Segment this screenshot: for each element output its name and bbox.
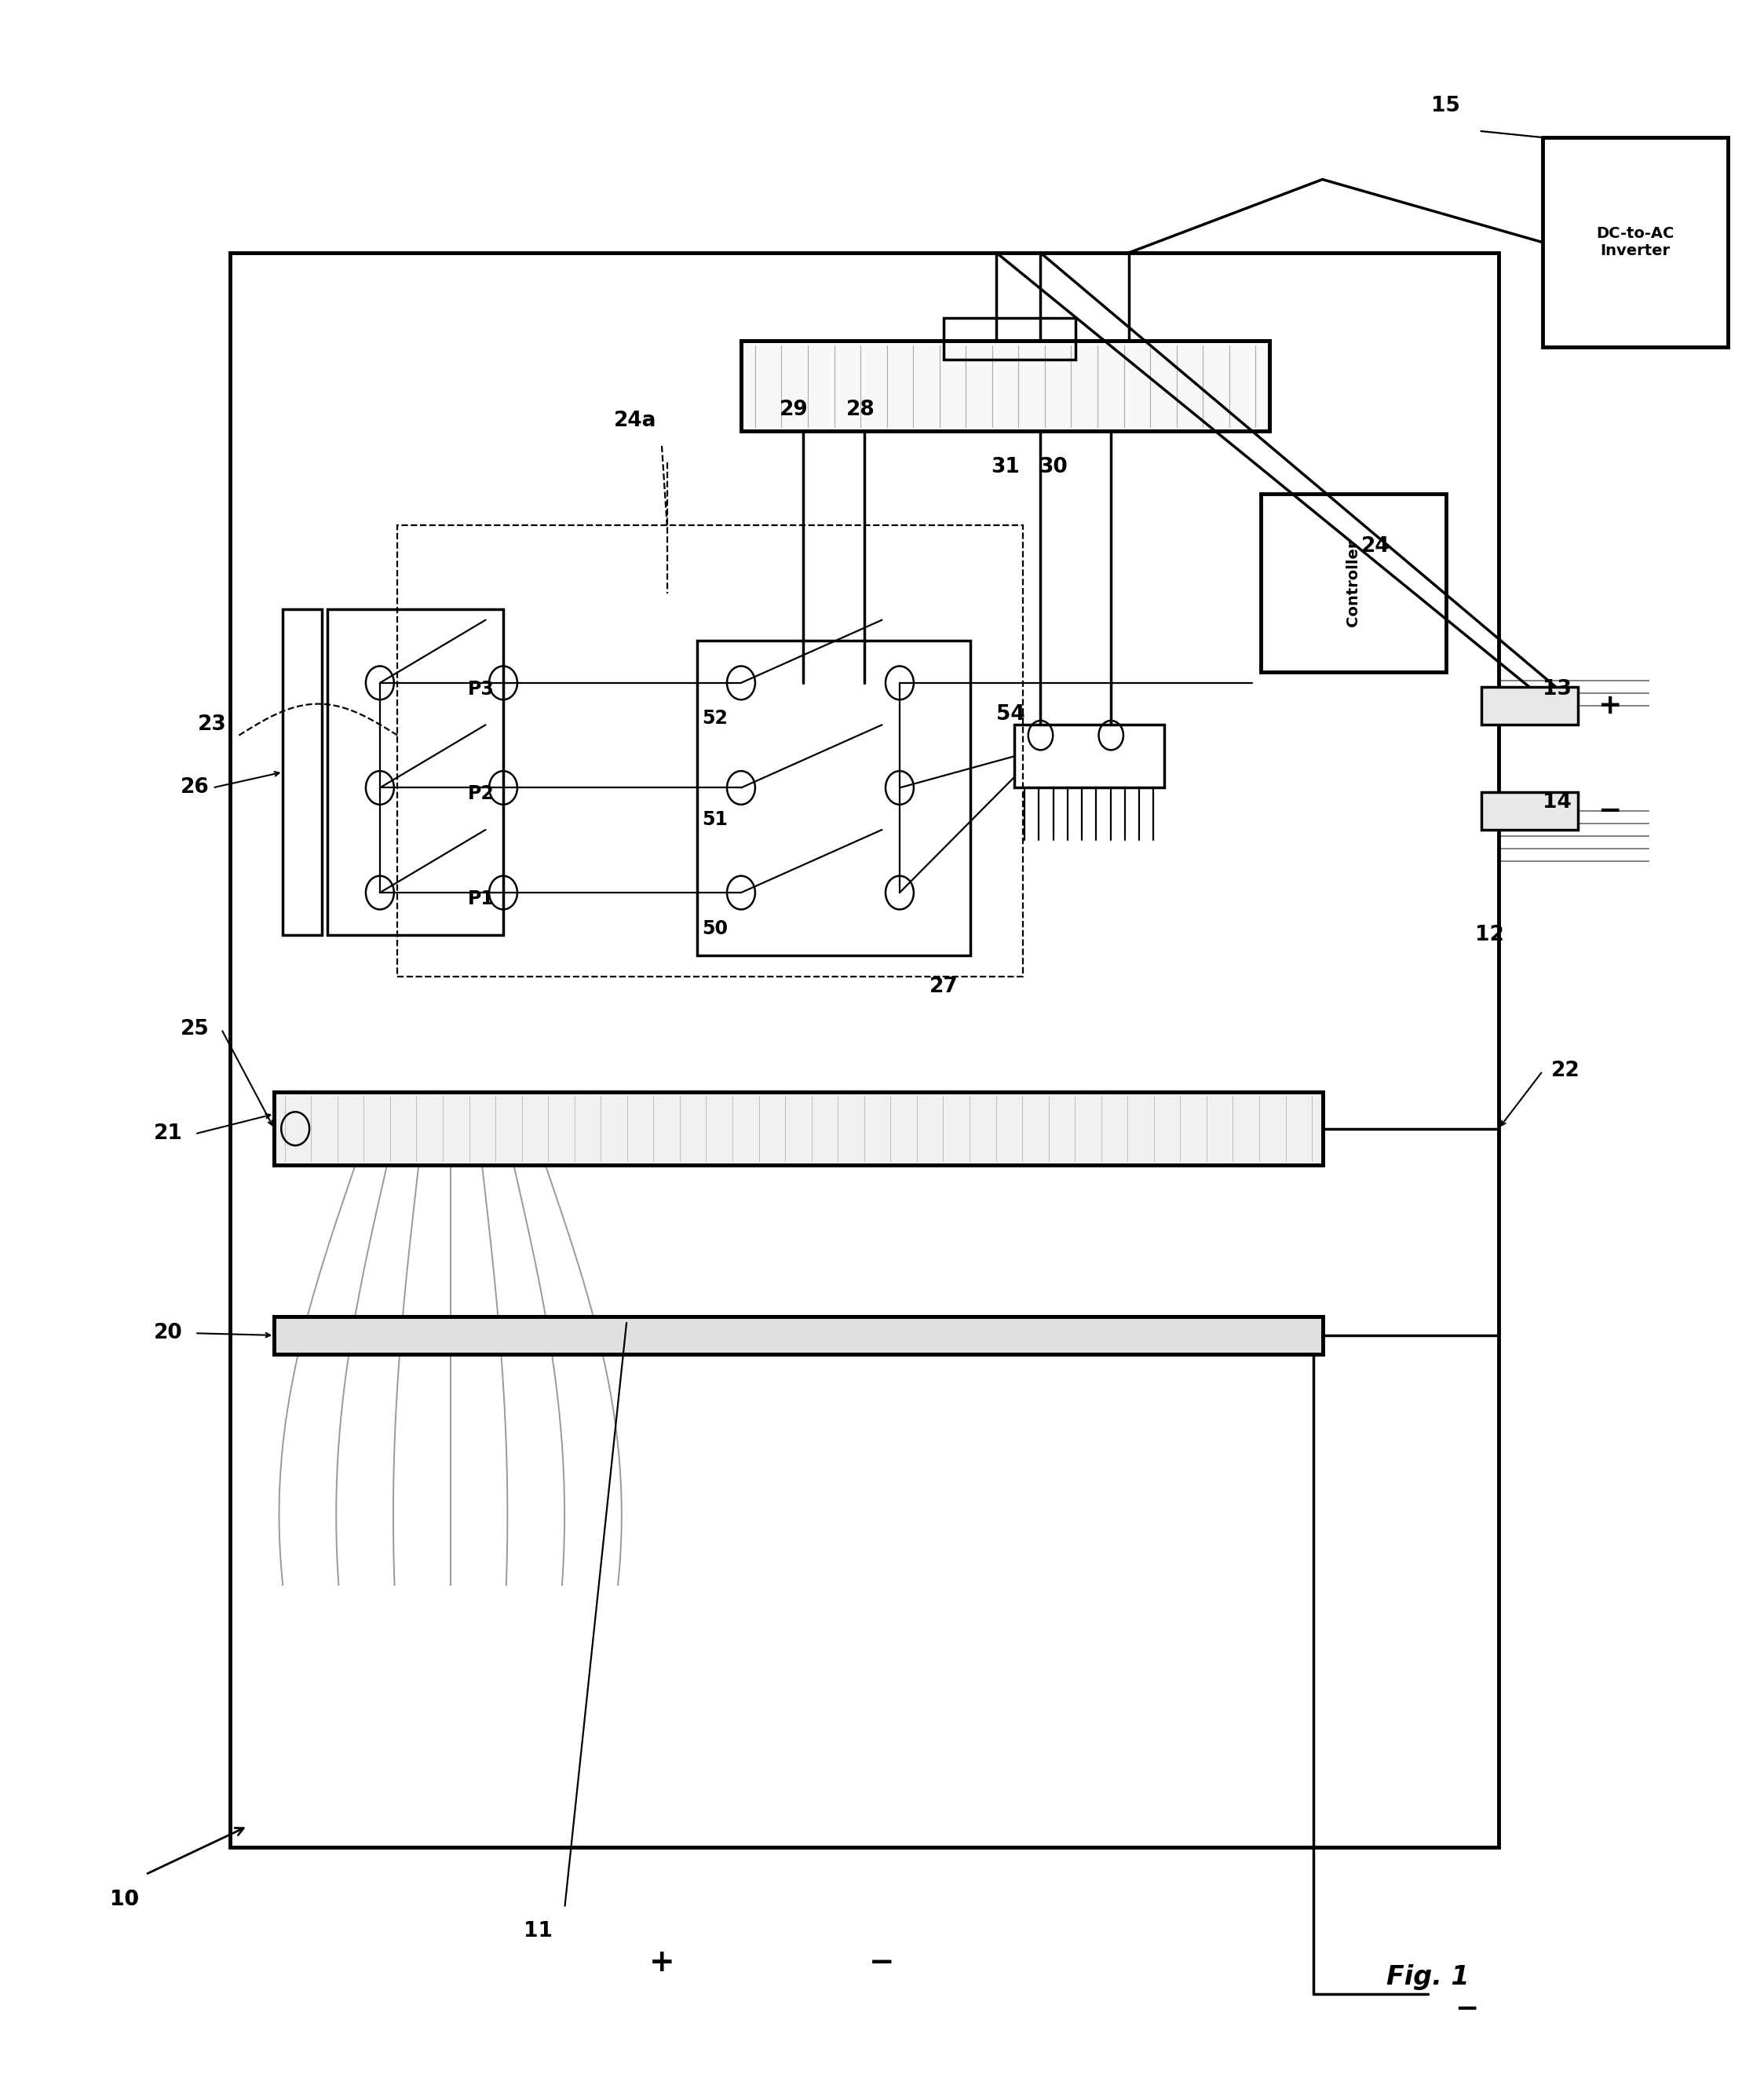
Bar [1014, 724, 1164, 788]
Bar [229, 252, 1499, 1848]
Text: 10: 10 [109, 1890, 139, 1909]
Text: 24: 24 [1362, 536, 1390, 556]
Text: 52: 52 [702, 710, 729, 729]
Text: P1: P1 [467, 890, 494, 909]
Bar [273, 1092, 1323, 1166]
Text: 25: 25 [180, 1018, 210, 1040]
Text: 11: 11 [524, 1922, 552, 1940]
Text: +: + [649, 1947, 674, 1978]
Text: 22: 22 [1552, 1060, 1581, 1082]
Text: −: − [1598, 798, 1621, 823]
Bar [282, 609, 321, 934]
Text: +: + [1598, 693, 1621, 720]
Bar [273, 1317, 1323, 1354]
Bar [326, 609, 503, 934]
Text: 21: 21 [153, 1124, 183, 1144]
Text: 13: 13 [1544, 678, 1572, 699]
Text: Controller: Controller [1346, 540, 1360, 626]
Text: 12: 12 [1475, 924, 1505, 945]
Text: 10: 10 [109, 1890, 139, 1909]
Bar [273, 1092, 1323, 1166]
Text: 30: 30 [1039, 456, 1067, 477]
Text: 51: 51 [702, 811, 729, 830]
Text: 26: 26 [180, 777, 210, 798]
Bar [1482, 687, 1579, 724]
Bar [741, 340, 1270, 430]
Bar [1482, 792, 1579, 830]
Text: 54: 54 [997, 704, 1025, 724]
Bar [273, 1317, 1323, 1354]
Text: 20: 20 [153, 1323, 183, 1344]
Bar [1544, 136, 1727, 346]
Text: 23: 23 [198, 714, 228, 735]
Text: Fig. 1: Fig. 1 [1387, 1964, 1469, 1991]
Text: DC-to-AC
Inverter: DC-to-AC Inverter [1596, 227, 1674, 258]
Text: 28: 28 [847, 399, 875, 420]
Bar [944, 317, 1076, 359]
Text: −: − [1455, 1995, 1478, 2022]
Text: 50: 50 [702, 920, 729, 939]
Text: 15: 15 [1431, 97, 1461, 116]
Text: 31: 31 [991, 456, 1020, 477]
Text: 24a: 24a [614, 410, 656, 430]
Bar [697, 640, 970, 956]
Text: P3: P3 [467, 680, 494, 699]
Text: 14: 14 [1544, 792, 1572, 813]
Bar [397, 525, 1023, 976]
Text: 29: 29 [780, 399, 808, 420]
Text: P2: P2 [467, 785, 494, 804]
Text: −: − [870, 1947, 894, 1978]
Bar [741, 340, 1270, 430]
Text: 27: 27 [930, 976, 958, 997]
Bar [1261, 494, 1446, 672]
